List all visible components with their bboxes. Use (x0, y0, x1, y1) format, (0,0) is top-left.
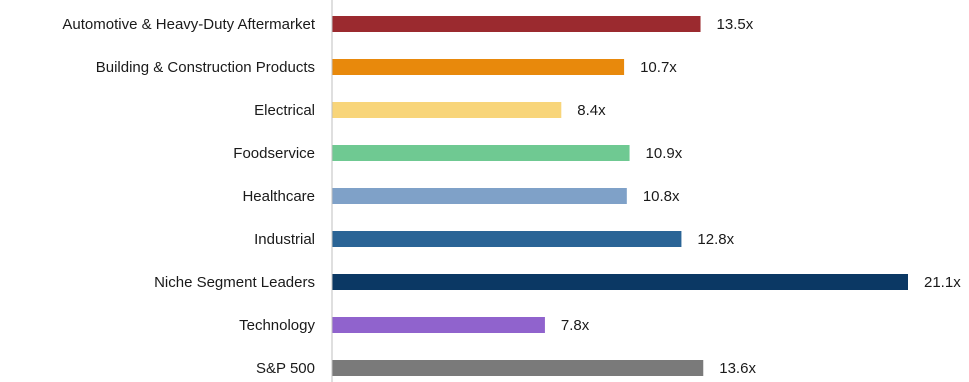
category-label-healthcare: Healthcare (242, 188, 315, 205)
bar-foodservice (332, 145, 630, 161)
value-labels: 13.5x 10.7x 8.4x 10.9x 10.8x 12.8x 21.1x 7.8x 13… (561, 16, 961, 377)
category-labels: Automotive & Heavy-Duty Aftermarket Build… (62, 16, 315, 377)
value-label-electrical: 8.4x (577, 102, 606, 119)
value-label-sandp-500: 13.6x (719, 360, 756, 377)
bar-industrial (332, 231, 682, 247)
category-label-building-and-construction-products: Building & Construction Products (96, 59, 315, 76)
category-label-foodservice: Foodservice (233, 145, 315, 162)
category-label-sandp-500: S&P 500 (256, 360, 315, 377)
category-label-automotive-and-heavy-duty-aftermarket: Automotive & Heavy-Duty Aftermarket (62, 16, 315, 33)
bar-niche-segment-leaders (332, 274, 908, 290)
value-label-industrial: 12.8x (697, 231, 734, 248)
bars-group (332, 16, 908, 376)
category-label-industrial: Industrial (254, 231, 315, 248)
bar-electrical (332, 102, 562, 118)
value-label-technology: 7.8x (561, 317, 590, 334)
value-label-niche-segment-leaders: 21.1x (924, 274, 961, 291)
value-label-automotive-and-heavy-duty-aftermarket: 13.5x (717, 16, 754, 33)
category-label-electrical: Electrical (254, 102, 315, 119)
value-label-healthcare: 10.8x (643, 188, 680, 205)
value-label-foodservice: 10.9x (646, 145, 683, 162)
bar-automotive-and-heavy-duty-aftermarket (332, 16, 701, 32)
bar-healthcare (332, 188, 627, 204)
category-label-niche-segment-leaders: Niche Segment Leaders (154, 274, 315, 291)
value-label-building-and-construction-products: 10.7x (640, 59, 677, 76)
bar-building-and-construction-products (332, 59, 625, 75)
bar-sandp-500 (332, 360, 704, 376)
category-label-technology: Technology (239, 317, 315, 334)
bar-technology (332, 317, 545, 333)
